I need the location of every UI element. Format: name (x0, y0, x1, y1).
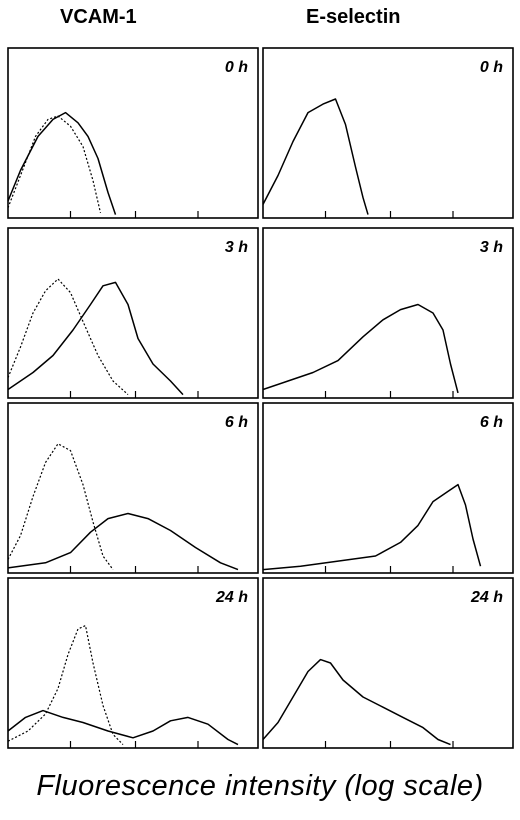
column-title-vcam1: VCAM-1 (60, 6, 137, 28)
histogram-solid-line (262, 98, 369, 215)
panel-frame (7, 577, 259, 749)
time-label: 3 h (225, 239, 248, 256)
panel-frame (262, 227, 514, 399)
panel-vcam1-24h: 24 h (7, 577, 259, 749)
panel-frame (262, 47, 514, 219)
x-axis-label: Fluorescence intensity (log scale) (36, 770, 484, 802)
panel-vcam1-0h: 0 h (7, 47, 259, 219)
panel-frame (262, 402, 514, 574)
histogram-solid-line (262, 658, 451, 746)
time-label: 24 h (215, 589, 248, 606)
panel-eselectin-6h: 6 h (262, 402, 514, 574)
panel-frame (262, 577, 514, 749)
panel-eselectin-0h: 0 h (262, 47, 514, 219)
panel-eselectin-3h: 3 h (262, 227, 514, 399)
panel-vcam1-6h: 6 h (7, 402, 259, 574)
panel-frame (7, 402, 259, 574)
histogram-solid-line (7, 111, 117, 215)
column-title-eselectin: E-selectin (306, 6, 401, 28)
panel-frame (7, 227, 259, 399)
time-label: 0 h (225, 59, 248, 76)
panel-frame (7, 47, 259, 219)
time-label: 3 h (480, 239, 503, 256)
histogram-solid-line (7, 709, 239, 746)
histogram-dotted-line (7, 443, 114, 570)
histogram-dotted-line (7, 115, 102, 214)
histogram-solid-line (262, 483, 482, 571)
histogram-solid-line (7, 512, 239, 571)
histogram-figure: 0 h 0 h 3 h 3 h 6 h 6 h 24 h 24 h (7, 47, 514, 749)
time-label: 24 h (470, 589, 503, 606)
panel-eselectin-24h: 24 h (262, 577, 514, 749)
histogram-solid-line (7, 281, 184, 396)
histogram-dotted-line (7, 278, 129, 396)
time-label: 6 h (480, 414, 503, 431)
histogram-solid-line (262, 303, 459, 394)
time-label: 6 h (225, 414, 248, 431)
panel-vcam1-3h: 3 h (7, 227, 259, 399)
time-label: 0 h (480, 59, 503, 76)
